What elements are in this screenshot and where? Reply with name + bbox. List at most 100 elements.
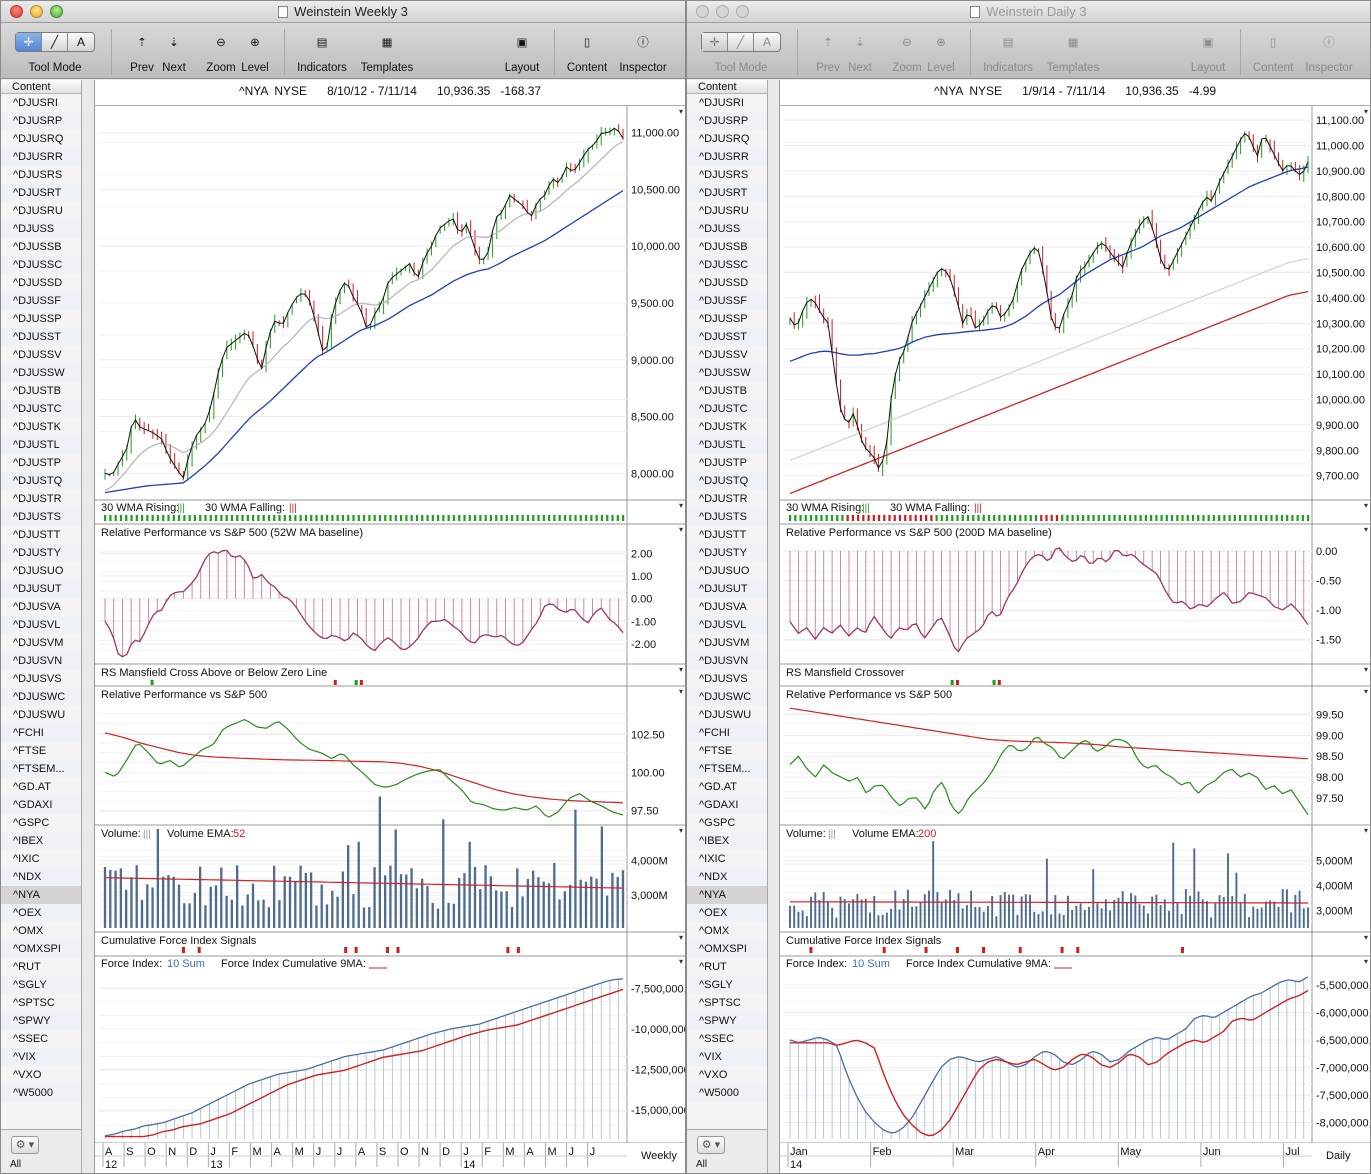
symbol-list-item[interactable]: ^DJUSRQ bbox=[13, 133, 64, 145]
symbol-list-item[interactable]: ^OMXSPI bbox=[687, 940, 767, 958]
symbol-list-item[interactable]: ^DJUSTL bbox=[1, 436, 81, 454]
prev-button[interactable]: ⇡ Prev bbox=[814, 29, 842, 74]
layout-button[interactable]: ▣ Layout bbox=[1187, 29, 1229, 74]
symbol-list-item[interactable]: ^DJUSST bbox=[1, 328, 81, 346]
symbol-list-item[interactable]: ^OEX bbox=[1, 904, 81, 922]
symbol-list-item[interactable]: ^DJUSRU bbox=[699, 205, 749, 217]
symbol-list[interactable]: ^DJUSRI ^DJUSRP ^DJUSRQ ^DJUSRR ^DJUSRS ^DJUS… bbox=[687, 94, 767, 1103]
symbol-list-item[interactable]: ^DJUSTC bbox=[687, 400, 767, 418]
title-bar[interactable]: Weinstein Daily 3 bbox=[687, 1, 1370, 23]
symbol-list-item[interactable]: ^DJUSSB bbox=[699, 241, 748, 253]
daily-chart[interactable]: ▾▾▾▾▾▾▾▾11,100.0011,000.0010,900.0010,80… bbox=[780, 106, 1371, 1174]
symbol-list-item[interactable]: ^DJUSSV bbox=[699, 349, 748, 361]
symbol-list-item[interactable]: ^DJUSTL bbox=[687, 436, 767, 454]
symbol-list-item[interactable]: ^GSPC bbox=[699, 817, 736, 829]
symbol-list-item[interactable]: ^NDX bbox=[1, 868, 81, 886]
crosshair-icon[interactable]: ✛ bbox=[16, 33, 42, 51]
symbol-list-item[interactable]: ^FTSEM... bbox=[1, 760, 81, 778]
symbol-list-item[interactable]: ^DJUSTK bbox=[13, 421, 61, 433]
zoom-window-icon[interactable] bbox=[50, 5, 63, 18]
symbol-list-item[interactable]: ^DJUSSV bbox=[13, 349, 62, 361]
symbol-list-item[interactable]: ^SGLY bbox=[687, 976, 767, 994]
line-tool-icon[interactable]: ╱ bbox=[42, 33, 68, 51]
zoom-in-button[interactable]: ⊕ Level bbox=[239, 29, 271, 74]
prev-button[interactable]: ⇡ Prev bbox=[128, 29, 156, 74]
symbol-list-item[interactable]: ^GSPC bbox=[13, 817, 50, 829]
symbol-list-item[interactable]: ^DJUSTR bbox=[13, 493, 62, 505]
symbol-list-item[interactable]: ^DJUSRU bbox=[13, 205, 63, 217]
next-button[interactable]: ⇣ Next bbox=[159, 29, 189, 74]
symbol-list-item[interactable]: ^IBEX bbox=[1, 832, 81, 850]
symbol-list-item[interactable]: ^SPWY bbox=[687, 1012, 767, 1030]
symbol-list-item[interactable]: ^SSEC bbox=[699, 1033, 735, 1045]
symbol-list-item[interactable]: ^DJUSTK bbox=[699, 421, 747, 433]
symbol-list-item[interactable]: ^DJUSTT bbox=[13, 529, 61, 541]
title-bar[interactable]: Weinstein Weekly 3 bbox=[1, 1, 685, 23]
symbol-list-item[interactable]: ^DJUSWC bbox=[1, 688, 81, 706]
symbol-list-item[interactable]: ^DJUSVA bbox=[699, 601, 747, 613]
tool-mode-control[interactable]: ✛ ╱ A Tool Mode bbox=[15, 29, 95, 74]
symbol-list-item[interactable]: ^DJUSRT bbox=[687, 184, 767, 202]
symbol-list-item[interactable]: ^IXIC bbox=[699, 853, 726, 865]
symbol-list-item[interactable]: ^DJUSSC bbox=[687, 256, 767, 274]
line-tool-icon[interactable]: ╱ bbox=[728, 33, 754, 51]
symbol-list-item[interactable]: ^DJUSSB bbox=[13, 241, 62, 253]
symbol-list-item[interactable]: ^IBEX bbox=[687, 832, 767, 850]
symbol-list-item[interactable]: ^DJUSTP bbox=[699, 457, 747, 469]
symbol-list-item[interactable]: ^DJUSSP bbox=[13, 313, 62, 325]
templates-button[interactable]: ▦ Templates bbox=[1044, 29, 1102, 74]
content-button[interactable]: ▯ Content bbox=[1250, 29, 1296, 74]
symbol-list-item[interactable]: ^SPTSC bbox=[13, 997, 55, 1009]
symbol-list-item[interactable]: ^DJUSRP bbox=[1, 112, 81, 130]
symbol-list-item[interactable]: ^DJUSTB bbox=[13, 385, 61, 397]
symbol-list-item[interactable]: ^DJUSSW bbox=[1, 364, 81, 382]
symbol-list-item[interactable]: ^OMX bbox=[699, 925, 730, 937]
tool-mode-control[interactable]: ✛ ╱ A Tool Mode bbox=[701, 29, 781, 74]
indicators-button[interactable]: ▤ Indicators bbox=[980, 29, 1036, 74]
symbol-list-item[interactable]: ^DJUSSF bbox=[687, 292, 767, 310]
symbol-list-item[interactable]: ^RUT bbox=[699, 961, 727, 973]
text-tool-icon[interactable]: A bbox=[76, 35, 85, 49]
symbol-list-item[interactable]: ^FCHI bbox=[687, 724, 767, 742]
symbol-list-item[interactable]: ^DJUSTY bbox=[687, 544, 767, 562]
gear-icon[interactable]: ⚙ ▾ bbox=[697, 1136, 725, 1154]
symbol-list-item[interactable]: ^DJUSTC bbox=[1, 400, 81, 418]
symbol-list-item[interactable]: ^DJUSVL bbox=[1, 616, 81, 634]
minimize-icon[interactable] bbox=[30, 5, 43, 18]
sidebar-filter-all[interactable]: All bbox=[696, 1159, 708, 1170]
symbol-list-item[interactable]: ^NYA bbox=[687, 886, 767, 904]
symbol-list-item[interactable]: ^VXO bbox=[13, 1069, 42, 1081]
symbol-list-item[interactable]: ^DJUSRP bbox=[687, 112, 767, 130]
symbol-list-item[interactable]: ^VXO bbox=[699, 1069, 728, 1081]
symbol-list-item[interactable]: ^DJUSVM bbox=[699, 637, 750, 649]
symbol-list-item[interactable]: ^DJUSWU bbox=[699, 709, 752, 721]
chart-area[interactable]: ^NYA NYSE 1/9/14 - 7/11/14 10,936.35 -4.… bbox=[779, 80, 1370, 1173]
symbol-list-item[interactable]: ^DJUSVA bbox=[13, 601, 61, 613]
symbol-list-item[interactable]: ^DJUSSW bbox=[687, 364, 767, 382]
close-icon[interactable] bbox=[10, 5, 23, 18]
symbol-list-item[interactable]: ^DJUSTR bbox=[699, 493, 748, 505]
symbol-list-item[interactable]: ^DJUSSF bbox=[1, 292, 81, 310]
symbol-list-item[interactable]: ^DJUSRS bbox=[699, 169, 749, 181]
symbol-list-item[interactable]: ^DJUSRS bbox=[13, 169, 63, 181]
symbol-list-item[interactable]: ^GDAXI bbox=[687, 796, 767, 814]
symbol-list-item[interactable]: ^DJUSTB bbox=[699, 385, 747, 397]
symbol-list-item[interactable]: ^DJUSRI bbox=[699, 97, 744, 109]
sidebar-filter-all[interactable]: All bbox=[10, 1159, 22, 1170]
chart-area[interactable]: ^NYA NYSE 8/10/12 - 7/11/14 10,936.35 -1… bbox=[94, 80, 685, 1173]
symbol-list-item[interactable]: ^DJUSRR bbox=[1, 148, 81, 166]
symbol-list-item[interactable]: ^DJUSVS bbox=[699, 673, 748, 685]
symbol-list-item[interactable]: ^FTSE bbox=[699, 745, 733, 757]
symbol-list-item[interactable]: ^DJUSRT bbox=[1, 184, 81, 202]
sidebar-header[interactable]: Content bbox=[687, 80, 767, 94]
symbol-list-item[interactable]: ^IXIC bbox=[13, 853, 40, 865]
zoom-in-button[interactable]: ⊕ Level bbox=[925, 29, 957, 74]
weekly-chart[interactable]: ▾ ▾ ▾ ▾ ▾ ▾ ▾ ▾ 11,000.00 10,500.00 10,000.00 9,500… bbox=[95, 106, 686, 1174]
indicators-button[interactable]: ▤ Indicators bbox=[294, 29, 350, 74]
symbol-list-item[interactable]: ^OMXSPI bbox=[1, 940, 81, 958]
inspector-button[interactable]: ⓘ Inspector bbox=[616, 29, 670, 74]
symbol-list-item[interactable]: ^DJUSVM bbox=[13, 637, 64, 649]
symbol-list-item[interactable]: ^W5000 bbox=[1, 1084, 81, 1102]
symbol-list-item[interactable]: ^SSEC bbox=[13, 1033, 49, 1045]
templates-button[interactable]: ▦ Templates bbox=[358, 29, 416, 74]
